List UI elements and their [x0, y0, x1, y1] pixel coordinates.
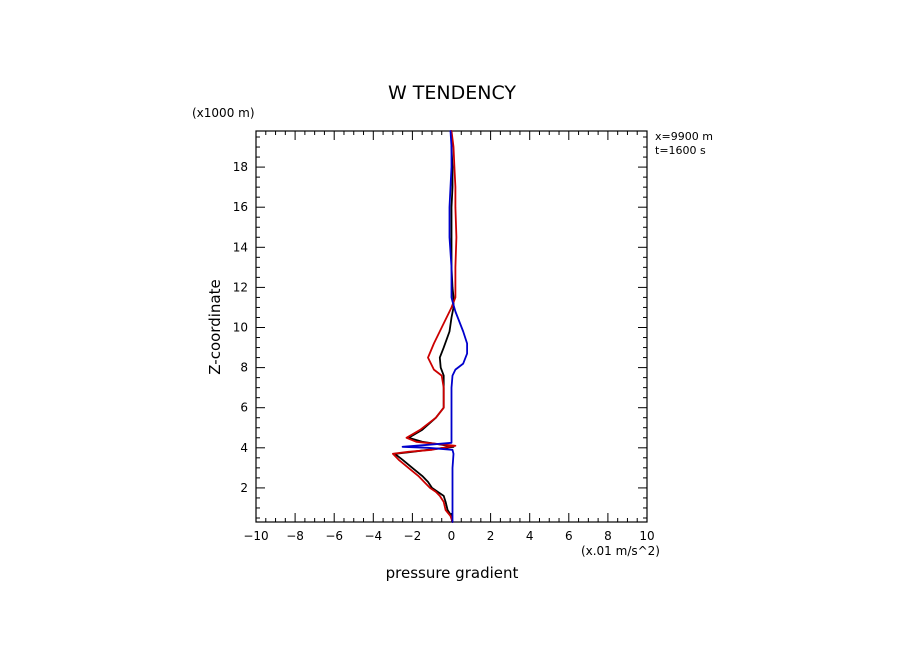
series-line-red — [391, 130, 458, 523]
x-tick-label: 2 — [487, 529, 495, 543]
x-tick-label: −6 — [325, 529, 343, 543]
y-tick-label: 10 — [233, 321, 248, 335]
x-tick-label: 8 — [604, 529, 612, 543]
y-tick-label: 14 — [233, 240, 248, 254]
y-tick-label: 6 — [240, 401, 248, 415]
x-tick-label: 10 — [639, 529, 654, 543]
x-tick-label: −10 — [243, 529, 268, 543]
x-tick-label: 4 — [526, 529, 534, 543]
x-tick-label: −2 — [404, 529, 422, 543]
x-tick-label: −8 — [286, 529, 304, 543]
y-tick-label: 12 — [233, 280, 248, 294]
series-layer — [391, 130, 469, 523]
y-units-label: (x1000 m) — [192, 106, 255, 120]
x-units-label: (x.01 m/s^2) — [581, 544, 660, 558]
annotation-x: x=9900 m — [655, 130, 713, 143]
y-axis-label: Z-coordinate — [206, 279, 224, 374]
series-line-blue — [401, 130, 469, 523]
x-axis-label: pressure gradient — [386, 564, 519, 582]
y-tick-label: 18 — [233, 160, 248, 174]
y-tick-label: 2 — [240, 481, 248, 495]
x-tick-label: −4 — [364, 529, 382, 543]
annotation-t: t=1600 s — [655, 144, 706, 157]
y-tick-label: 16 — [233, 200, 248, 214]
x-tick-label: 6 — [565, 529, 573, 543]
y-tick-label: 8 — [240, 361, 248, 375]
y-tick-label: 4 — [240, 441, 248, 455]
axis-ticks: −10 −8 −6 −4 −2 0 2 4 6 8 10 2 4 6 8 10 12 14 16 18 — [233, 131, 655, 543]
x-tick-label: 0 — [448, 529, 456, 543]
chart-title: W TENDENCY — [388, 82, 516, 104]
